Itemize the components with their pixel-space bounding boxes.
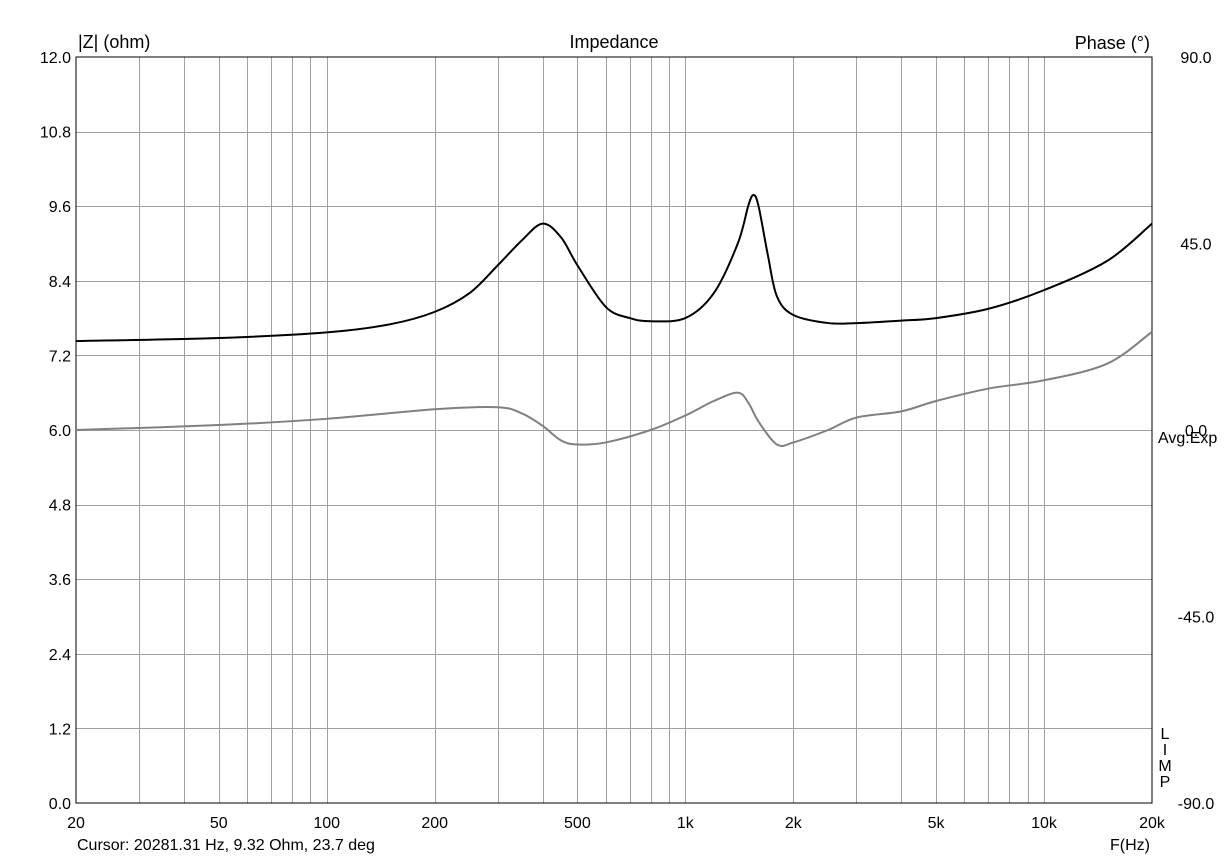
y-tick-label-left: 1.2 <box>49 721 71 738</box>
x-axis-label: F(Hz) <box>1110 837 1150 854</box>
y-tick-label-right: 45.0 <box>1180 237 1211 254</box>
tick-labels: 0.0 1.2 2.4 3.6 4.8 6.0 7.2 8.4 9.6 10.8 12.0 -90.0… <box>40 50 1214 832</box>
chart-title: Impedance <box>569 32 658 52</box>
x-tick-label: 5k <box>928 815 946 832</box>
averaging-label: Avg:Exp <box>1158 430 1218 447</box>
y-axis-label-right: Phase (°) <box>1075 33 1150 53</box>
x-tick-label: 10k <box>1031 815 1058 832</box>
limp-tag: L I M P <box>1158 727 1172 791</box>
y-tick-label-left: 12.0 <box>40 50 71 67</box>
y-tick-label-left: 8.4 <box>49 274 71 291</box>
y-tick-label-right: 90.0 <box>1180 50 1211 67</box>
y-tick-label-left: 0.0 <box>49 796 71 813</box>
y-axis-label-left: |Z| (ohm) <box>78 32 150 52</box>
y-tick-label-right: 0.0 <box>1185 423 1207 440</box>
grid <box>76 57 1152 803</box>
limp-letter: L <box>1160 726 1170 743</box>
cursor-readout: Cursor: 20281.31 Hz, 9.32 Ohm, 23.7 deg <box>77 837 375 854</box>
x-tick-label: 20k <box>1139 815 1166 832</box>
x-tick-label: 2k <box>785 815 803 832</box>
y-tick-label-left: 4.8 <box>49 498 71 515</box>
limp-letter: P <box>1159 774 1171 791</box>
x-tick-label: 1k <box>677 815 695 832</box>
y-tick-label-left: 10.8 <box>40 125 71 142</box>
impedance-magnitude-curve <box>75 194 1153 343</box>
y-tick-label-right: -90.0 <box>1178 796 1215 813</box>
limp-letter: M <box>1158 758 1172 775</box>
x-tick-label: 100 <box>313 815 340 832</box>
series <box>75 194 1153 448</box>
y-tick-label-left: 2.4 <box>49 647 71 664</box>
y-tick-label-left: 7.2 <box>49 348 71 365</box>
y-tick-label-left: 6.0 <box>49 423 71 440</box>
x-tick-label: 500 <box>564 815 591 832</box>
x-tick-label: 20 <box>67 815 85 832</box>
phase-curve <box>75 330 1153 448</box>
y-tick-label-right: -45.0 <box>1178 610 1215 627</box>
y-tick-label-left: 9.6 <box>49 199 71 216</box>
x-tick-label: 200 <box>421 815 448 832</box>
limp-letter: I <box>1162 742 1168 759</box>
x-tick-label: 50 <box>210 815 228 832</box>
y-tick-label-left: 3.6 <box>49 572 71 589</box>
